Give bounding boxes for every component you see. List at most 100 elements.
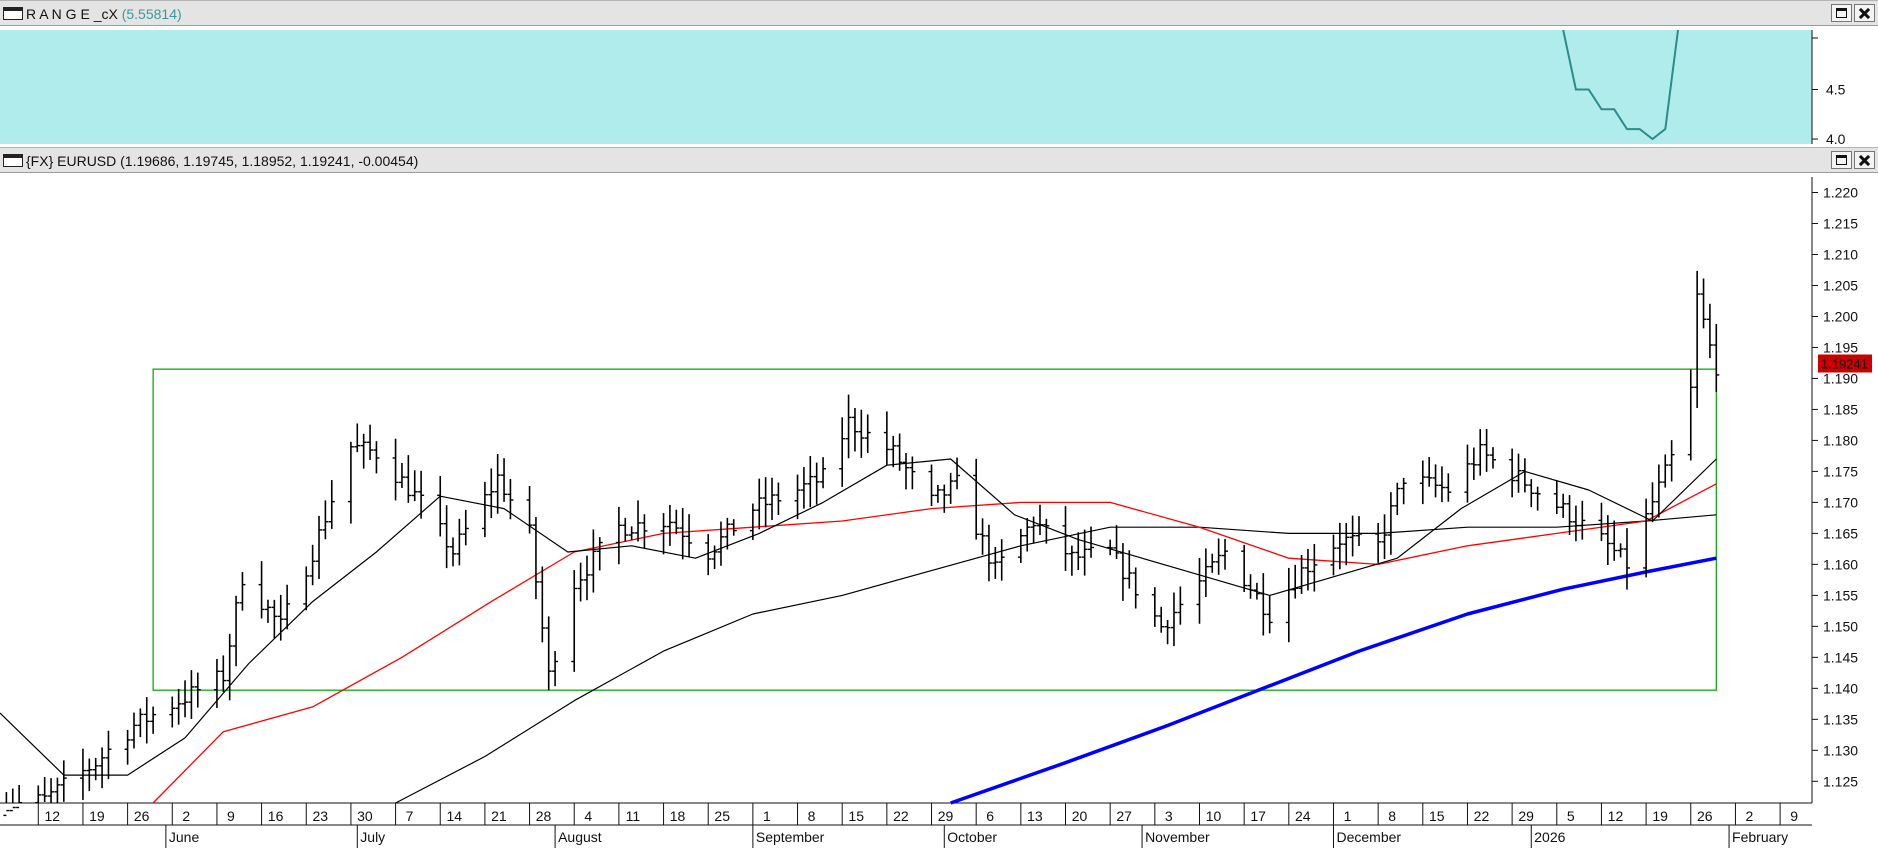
ohlc-bar: [1196, 557, 1203, 624]
price-y-tick-label: 1.150: [1823, 618, 1858, 634]
ohlc-bar: [1311, 544, 1318, 592]
x-tick-label: 2: [1746, 808, 1754, 824]
ohlc-bar: [1349, 515, 1356, 557]
price-y-tick-label: 1.180: [1823, 432, 1858, 448]
ohlc-bar: [309, 544, 316, 586]
ohlc-bar: [1611, 520, 1618, 561]
ohlc-bar: [239, 572, 246, 611]
price-y-tick-label: 1.185: [1823, 401, 1858, 417]
ohlc-bar: [673, 509, 680, 535]
ohlc-bar: [1643, 498, 1650, 578]
ohlc-bar: [41, 776, 48, 802]
ohlc-bar: [749, 503, 756, 540]
ohlc-bar: [679, 508, 686, 560]
maximize-icon[interactable]: [1831, 151, 1852, 169]
price-y-tick-label: 1.145: [1823, 649, 1858, 665]
ohlc-bar: [705, 534, 712, 576]
indicator-layer: 4.0 4.5: [1562, 29, 1846, 147]
ohlc-bar: [954, 457, 961, 490]
ohlc-bar: [775, 482, 782, 515]
ohlc-bar: [92, 758, 99, 781]
price-y-tick-label: 1.190: [1823, 370, 1858, 386]
x-tick-label: 29: [1518, 808, 1534, 824]
ohlc-bar: [481, 481, 488, 538]
ohlc-bar: [1107, 539, 1114, 556]
x-tick-label: 1: [1344, 808, 1352, 824]
ohlc-bar: [864, 414, 871, 453]
x-tick-label: 25: [714, 808, 730, 824]
ohlc-bar: [213, 658, 220, 708]
ohlc-bar: [1330, 534, 1337, 576]
ohlc-bar: [1598, 502, 1605, 541]
ohlc-bar: [316, 515, 323, 579]
ohlc-bar: [1043, 518, 1050, 544]
price-y-tick-label: 1.135: [1823, 711, 1858, 727]
month-label: November: [1145, 829, 1210, 845]
ohlc-bar: [1419, 460, 1426, 505]
ohlc-bar: [1477, 429, 1484, 476]
indicator-y-tick-label: 4.5: [1826, 81, 1846, 97]
ohlc-bar: [934, 484, 941, 503]
close-icon[interactable]: [1854, 4, 1875, 22]
ohlc-bar: [1604, 515, 1611, 566]
x-tick-label: 6: [986, 808, 994, 824]
ohlc-bar: [641, 514, 648, 549]
ohlc-bar: [686, 514, 693, 558]
ohlc-bar: [1655, 464, 1662, 518]
ohlc-bar: [635, 500, 642, 542]
ohlc-bar: [1075, 532, 1082, 570]
ohlc-bar: [1017, 528, 1024, 563]
price-y-tick-label: 1.200: [1823, 308, 1858, 324]
ohlc-bar: [1528, 479, 1535, 508]
ohlc-bar: [284, 584, 291, 630]
ohlc-bar: [226, 633, 233, 701]
ohlc-bar: [1623, 528, 1630, 590]
ohlc-bar: [590, 529, 597, 593]
close-icon[interactable]: [1854, 151, 1875, 169]
ohlc-bar: [1400, 477, 1407, 505]
x-tick-label: 19: [1652, 808, 1668, 824]
x-tick-label: 9: [1790, 808, 1798, 824]
ohlc-bar: [1062, 506, 1069, 571]
ma-red-line: [152, 483, 1717, 804]
ohlc-bar: [443, 505, 450, 569]
ohlc-bar: [322, 500, 329, 540]
ohlc-bar: [360, 433, 367, 469]
maximize-icon[interactable]: [1831, 4, 1852, 22]
ohlc-bar: [1375, 522, 1382, 563]
x-tick-label: 3: [1165, 808, 1173, 824]
ohlc-bar: [1668, 440, 1675, 482]
price-y-tick-label: 1.130: [1823, 742, 1858, 758]
ohlc-bar: [16, 784, 23, 809]
x-tick-label: 29: [938, 808, 954, 824]
ohlc-bar: [973, 458, 980, 540]
ohlc-bar: [1241, 544, 1248, 593]
window-menu-icon[interactable]: [3, 154, 23, 167]
x-tick-label: 26: [1697, 808, 1713, 824]
x-tick-label: 28: [536, 808, 552, 824]
window-menu-icon[interactable]: [3, 7, 23, 20]
indicator-panel-titlebar[interactable]: R A N G E _cX (5.55814): [0, 0, 1878, 26]
ohlc-bar: [839, 417, 846, 487]
x-tick-label: 13: [1027, 808, 1043, 824]
price-panel-titlebar[interactable]: {FX} EURUSD (1.19686, 1.19745, 1.18952, …: [0, 147, 1878, 173]
ohlc-bar: [1119, 543, 1126, 601]
ohlc-bar: [628, 526, 635, 541]
ohlc-bar: [398, 462, 405, 488]
ohlc-bar: [1483, 429, 1490, 472]
ohlc-bar: [175, 689, 182, 725]
x-tick-label: 11: [626, 808, 641, 824]
ohlc-bar: [9, 788, 16, 812]
ohlc-bar: [794, 474, 801, 520]
ohlc-bar: [851, 408, 858, 452]
x-tick-label: 5: [1567, 808, 1575, 824]
x-tick-label: 15: [848, 808, 864, 824]
x-tick-label: 18: [670, 808, 686, 824]
ohlc-bar: [1470, 447, 1477, 481]
ohlc-bar: [418, 470, 425, 519]
indicator-line: [1562, 29, 1679, 141]
ohlc-bar: [54, 777, 61, 803]
month-label: June: [169, 829, 200, 845]
ohlc-bar: [277, 594, 284, 641]
price-y-tick-label: 1.165: [1823, 525, 1858, 541]
